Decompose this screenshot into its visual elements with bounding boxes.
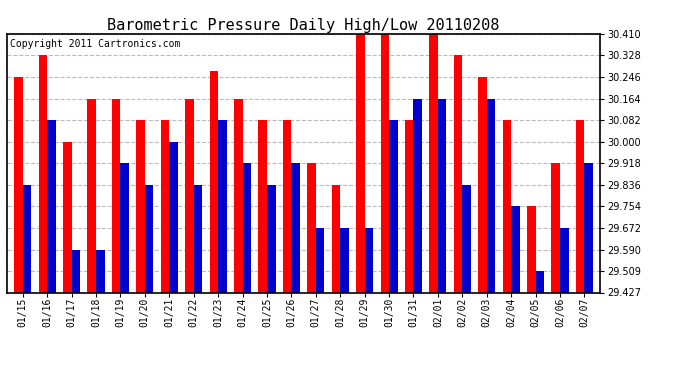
Bar (462, 185, 471, 292)
Bar (259, 120, 267, 292)
Bar (161, 120, 169, 292)
Bar (210, 70, 218, 292)
Bar (527, 206, 535, 292)
Bar (88, 99, 96, 292)
Bar (169, 142, 178, 292)
Bar (47, 120, 56, 292)
Bar (39, 56, 47, 292)
Bar (502, 120, 511, 292)
Bar (267, 185, 275, 292)
Bar (112, 99, 121, 292)
Bar (551, 163, 560, 292)
Bar (429, 34, 438, 292)
Bar (380, 34, 389, 292)
Bar (511, 206, 520, 292)
Bar (185, 99, 194, 292)
Bar (218, 120, 227, 292)
Bar (364, 228, 373, 292)
Bar (560, 228, 569, 292)
Bar (438, 99, 446, 292)
Bar (63, 142, 72, 292)
Bar (405, 120, 413, 292)
Bar (413, 99, 422, 292)
Bar (121, 163, 129, 292)
Bar (14, 77, 23, 292)
Bar (307, 163, 316, 292)
Bar (72, 250, 80, 292)
Bar (243, 163, 251, 292)
Text: Copyright 2011 Cartronics.com: Copyright 2011 Cartronics.com (10, 39, 180, 49)
Bar (576, 120, 584, 292)
Bar (584, 163, 593, 292)
Title: Barometric Pressure Daily High/Low 20110208: Barometric Pressure Daily High/Low 20110… (108, 18, 500, 33)
Bar (454, 56, 462, 292)
Bar (96, 250, 105, 292)
Bar (332, 185, 340, 292)
Bar (137, 120, 145, 292)
Bar (234, 99, 243, 292)
Bar (316, 228, 324, 292)
Bar (340, 228, 348, 292)
Bar (194, 185, 202, 292)
Bar (389, 120, 397, 292)
Bar (356, 34, 364, 292)
Bar (486, 99, 495, 292)
Bar (478, 77, 486, 292)
Bar (283, 120, 291, 292)
Bar (145, 185, 153, 292)
Bar (291, 163, 300, 292)
Bar (535, 271, 544, 292)
Bar (23, 185, 31, 292)
